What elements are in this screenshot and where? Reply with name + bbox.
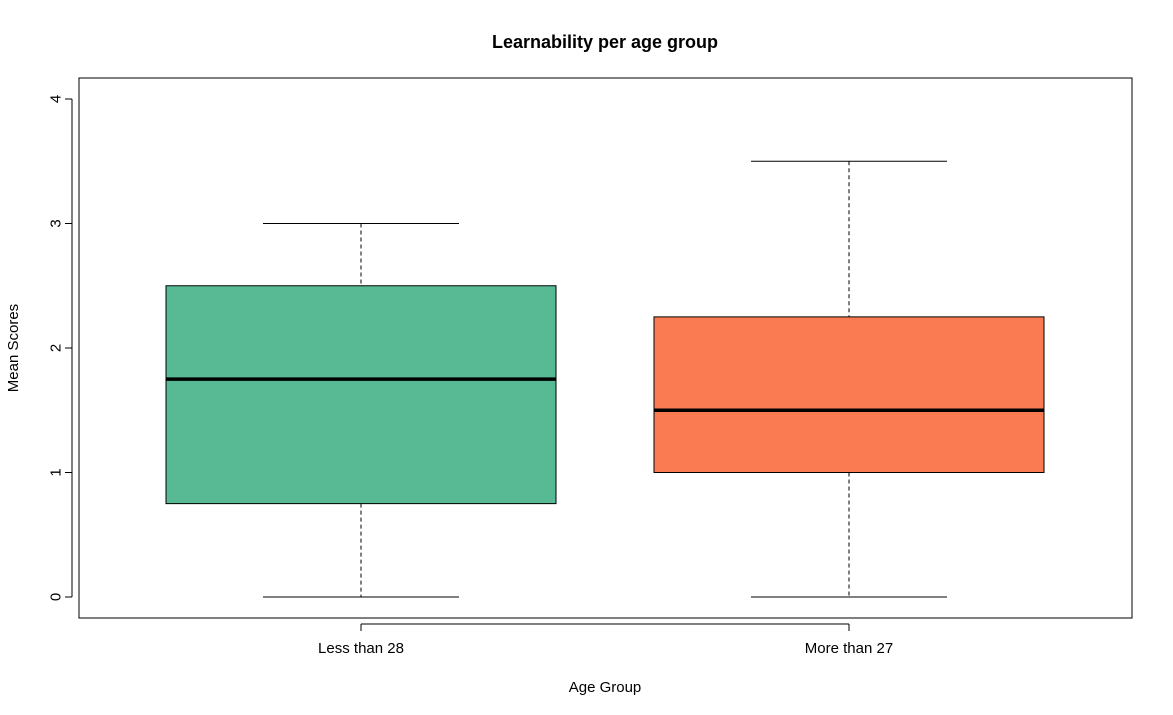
- x-axis-label: Age Group: [569, 679, 642, 696]
- boxes-layer: [165, 160, 1045, 598]
- y-tick-label-2: 2: [47, 344, 64, 352]
- plot-frame: [78, 77, 1133, 619]
- iqr-box-1: [653, 316, 1045, 473]
- y-tick-label-1: 1: [47, 468, 64, 476]
- y-tick-label-4: 4: [47, 95, 64, 103]
- y-tick-label-3: 3: [47, 219, 64, 227]
- y-axis: 0 1 2 3 4: [47, 95, 73, 601]
- x-tick-label-1: More than 27: [805, 640, 893, 657]
- x-tick-label-0: Less than 28: [318, 640, 404, 657]
- box-0: [165, 223, 557, 598]
- chart-title: Learnability per age group: [492, 32, 718, 52]
- iqr-box-0: [165, 285, 557, 505]
- y-axis-label: Mean Scores: [5, 304, 22, 392]
- x-axis: Less than 28 More than 27: [318, 623, 893, 657]
- y-tick-label-0: 0: [47, 593, 64, 601]
- box-1: [653, 160, 1045, 598]
